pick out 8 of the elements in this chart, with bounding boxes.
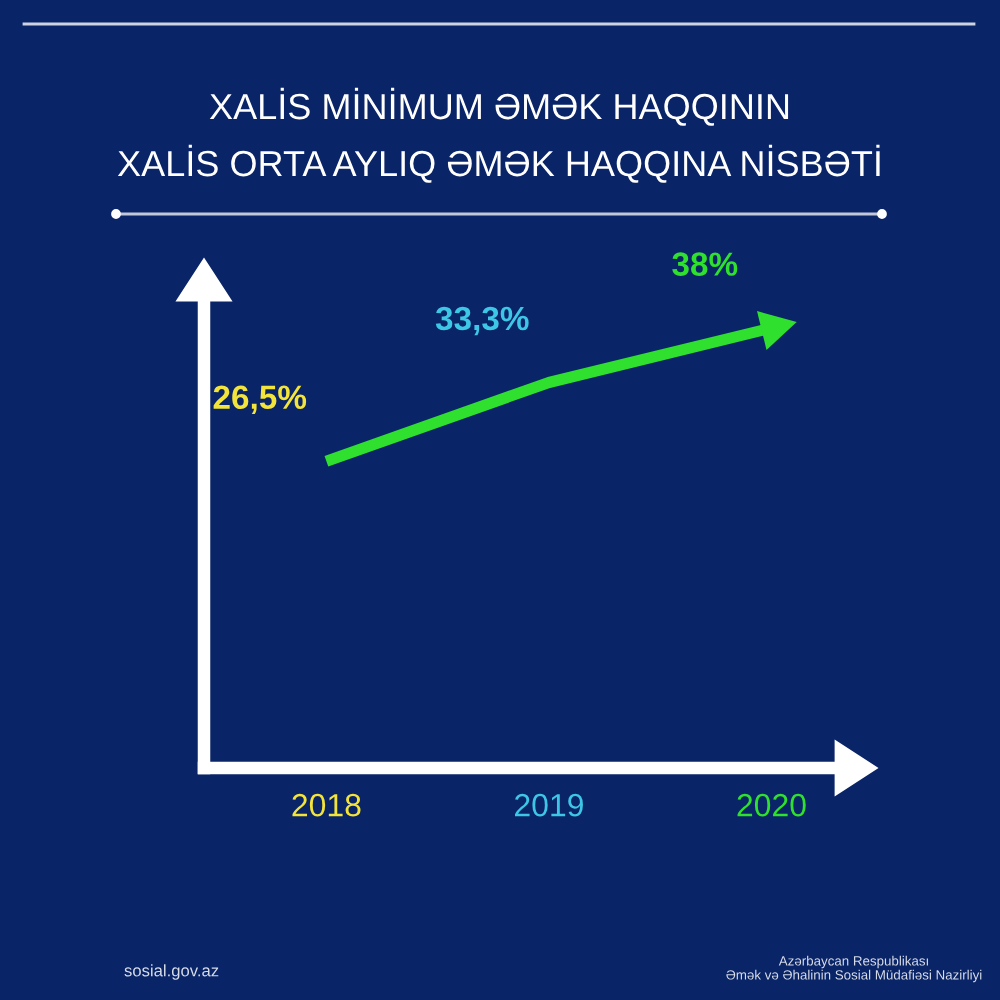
x-tick-label: 2018 xyxy=(292,793,361,817)
data-label: 26,5% xyxy=(213,385,307,414)
data-label: 38% xyxy=(672,252,738,276)
data-label: 33,3% xyxy=(435,306,529,336)
x-tick-label: 2020 xyxy=(737,793,806,817)
chart-title: XALİS MİNİMUM ƏMƏK HAQQININ XALİS ORTA AYLIQ ƏMƏK HAQQINA NİSBƏTİ xyxy=(117,87,880,183)
x-tick-label: 2019 xyxy=(515,793,583,817)
text: sosial.gov.az xyxy=(124,964,219,980)
